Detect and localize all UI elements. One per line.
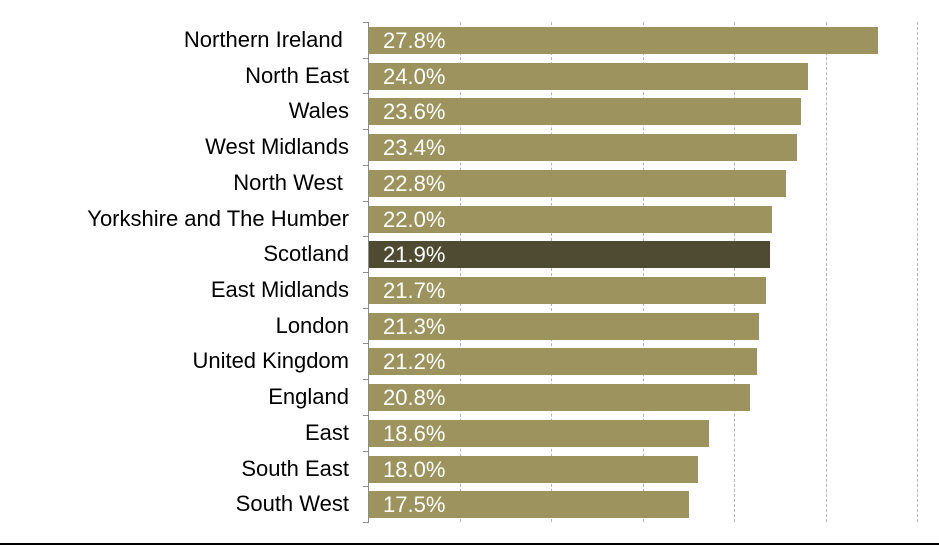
- gridline: [459, 22, 461, 522]
- bar: 21.2%: [369, 348, 757, 376]
- bar: 17.5%: [369, 491, 690, 519]
- bar-row: East 18.6%: [0, 415, 939, 451]
- category-label: East: [304, 419, 349, 445]
- bar-row: Scotland 21.9%: [0, 236, 939, 272]
- bar: 18.6%: [369, 419, 710, 447]
- category-label: London: [275, 312, 349, 338]
- bar-row: North East 24.0%: [0, 58, 939, 94]
- gridline: [917, 22, 918, 522]
- bar: 27.8%: [369, 27, 878, 54]
- axis-tick: [363, 486, 369, 488]
- bottom-rule: [0, 543, 939, 545]
- value-label: 18.6%: [383, 420, 446, 446]
- axis-tick: [363, 164, 369, 166]
- value-label: 22.0%: [383, 206, 446, 232]
- axis-tick: [363, 200, 369, 202]
- value-label: 22.8%: [383, 170, 446, 196]
- bar-row: Yorkshire and The Humber 22.0%: [0, 201, 939, 237]
- gridline: [642, 22, 644, 522]
- category-label: North East: [245, 62, 349, 88]
- gridline: [551, 22, 552, 522]
- bar: 21.9%: [369, 241, 770, 269]
- value-label: 21.9%: [383, 242, 446, 268]
- bar: 22.0%: [369, 205, 772, 233]
- category-label: England: [268, 384, 349, 410]
- bar: 22.8%: [369, 169, 787, 197]
- category-label: United Kingdom: [192, 348, 349, 374]
- gridline: [734, 22, 735, 522]
- axis-tick: [363, 450, 369, 452]
- category-label: Yorkshire and The Humber: [87, 205, 349, 231]
- category-label: Scotland: [263, 241, 349, 267]
- bar: 18.0%: [369, 455, 699, 483]
- axis-tick: [363, 414, 369, 416]
- bar-row: Wales 23.6%: [0, 93, 939, 129]
- value-label: 20.8%: [383, 385, 446, 411]
- axis-tick: [363, 129, 369, 131]
- bar: 21.7%: [369, 277, 767, 304]
- bar: 20.8%: [369, 384, 750, 412]
- value-label: 21.2%: [383, 349, 446, 375]
- value-label: 21.7%: [383, 278, 446, 303]
- bar: 21.3%: [369, 312, 759, 340]
- category-label: Wales: [288, 98, 349, 124]
- category-label: South West: [235, 491, 349, 517]
- bar-row: England 20.8%: [0, 379, 939, 415]
- category-label: North West: [233, 169, 349, 195]
- value-label: 17.5%: [383, 492, 446, 518]
- axis-tick: [363, 272, 369, 273]
- bar-row: North West 22.8%: [0, 165, 939, 201]
- bar-row: United Kingdom 21.2%: [0, 343, 939, 379]
- category-label: East Midlands: [210, 277, 349, 302]
- bar-row: West Midlands 23.4%: [0, 129, 939, 165]
- bar: 24.0%: [369, 62, 809, 90]
- bar-row: South West 17.5%: [0, 486, 939, 522]
- category-label: West Midlands: [205, 134, 349, 160]
- category-label: Northern Ireland: [183, 27, 349, 52]
- value-label: 18.0%: [383, 456, 446, 482]
- axis-tick: [363, 22, 369, 23]
- value-label: 23.4%: [383, 135, 446, 161]
- value-label: 23.6%: [383, 99, 446, 125]
- value-label: 21.3%: [383, 313, 446, 339]
- category-label: South East: [241, 455, 349, 481]
- axis-tick: [363, 93, 369, 95]
- gridline: [825, 22, 827, 522]
- bar-row: South East 18.0%: [0, 451, 939, 487]
- axis-tick: [363, 522, 369, 523]
- axis-tick: [363, 307, 369, 309]
- bar-row: London 21.3%: [0, 308, 939, 344]
- axis-tick: [363, 57, 369, 59]
- axis-tick: [363, 379, 369, 381]
- bar: 23.6%: [369, 98, 801, 126]
- bar-row: Northern Ireland 27.8%: [0, 22, 939, 58]
- bar: 23.4%: [369, 134, 798, 162]
- value-label: 27.8%: [383, 28, 446, 53]
- value-label: 24.0%: [383, 63, 446, 89]
- axis-tick: [363, 343, 369, 345]
- bar-row: East Midlands 21.7%: [0, 272, 939, 308]
- axis-tick: [363, 236, 369, 238]
